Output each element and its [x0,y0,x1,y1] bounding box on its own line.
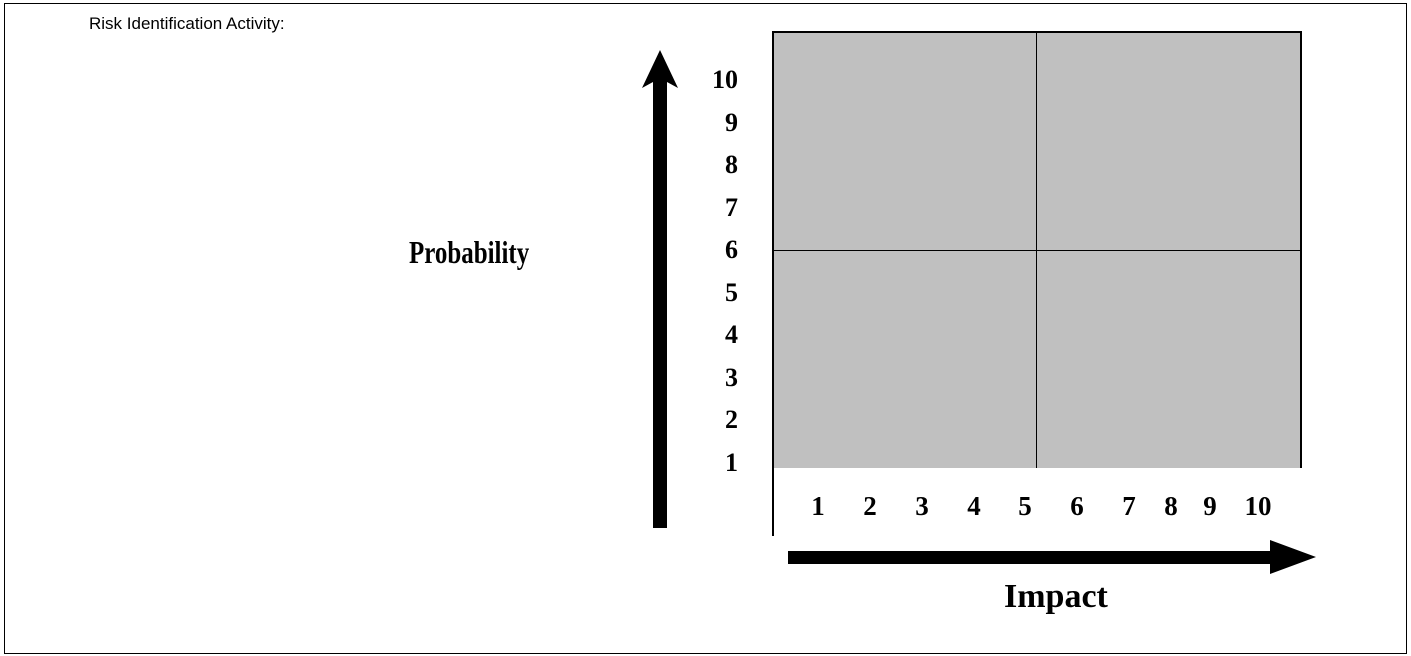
y-axis-arrow [642,50,678,528]
page-title: Risk Identification Activity: [89,14,285,33]
x-axis-arrow [788,540,1316,574]
quadrant-high-probability-high-impact [1037,33,1300,251]
y-tick-label: 9 [725,107,738,137]
risk-matrix [772,31,1302,468]
x-tick-label: 4 [967,491,981,521]
x-tick-label: 10 [1244,491,1272,521]
y-tick-label: 1 [725,447,738,477]
y-axis-label: Probability [409,234,530,270]
y-tick-label: 10 [712,65,738,94]
quadrant-low-probability-high-impact [1037,251,1300,469]
quadrant-high-probability-low-impact [774,33,1037,251]
quadrant-low-probability-low-impact [774,250,1037,468]
page-frame [4,3,1407,654]
x-tick-label: 9 [1203,491,1217,521]
x-tick-label: 7 [1122,491,1136,521]
x-tick-label: 2 [863,491,877,521]
x-tick-label: 3 [915,491,929,521]
x-tick-label: 8 [1164,491,1178,521]
x-tick-label: 1 [811,491,825,521]
x-tick-label: 6 [1070,491,1084,521]
x-axis-left-edge [772,468,774,536]
x-tick-label: 5 [1018,491,1032,521]
y-tick-label: 5 [725,277,738,307]
y-tick-label: 4 [725,320,738,349]
y-tick-label: 7 [725,192,738,222]
x-axis-label: Impact [1004,578,1108,615]
y-tick-label: 8 [725,150,738,179]
y-tick-label: 6 [725,235,738,264]
y-tick-label: 3 [725,362,738,392]
y-tick-label: 2 [725,405,738,434]
